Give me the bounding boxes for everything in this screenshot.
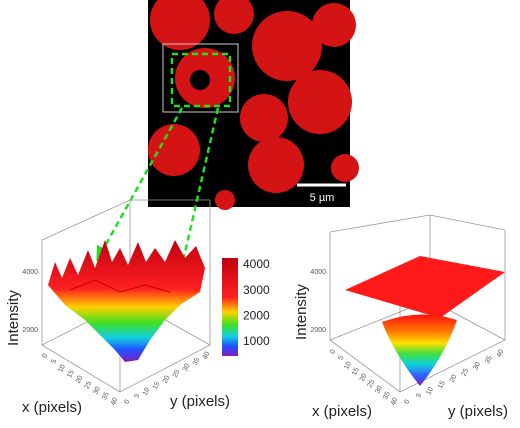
z-axis-label: Intensity bbox=[293, 284, 310, 340]
left-plot: Intensity x (pixels) y (pixels) bbox=[5, 199, 238, 416]
tick-label: 40 bbox=[110, 397, 120, 407]
tick-label: 20 bbox=[75, 375, 85, 385]
tick-label: 0 bbox=[41, 353, 49, 360]
tick-label: 20 bbox=[162, 375, 172, 385]
tick-label: 2000 bbox=[22, 327, 38, 334]
y-axis-label: y (pixels) bbox=[448, 403, 508, 420]
tick-label: 35 bbox=[192, 357, 202, 367]
tick-label: 5 bbox=[50, 358, 58, 365]
tick-label: 0 bbox=[329, 349, 337, 356]
tick-label: 10 bbox=[142, 387, 152, 397]
tick-label: 10 bbox=[57, 364, 67, 374]
tick-label: 40 bbox=[390, 397, 400, 407]
tick-label: 35 bbox=[382, 391, 392, 401]
x-axis-label: x (pixels) bbox=[22, 399, 82, 416]
tick-label: 35 bbox=[101, 391, 111, 401]
z-axis-label: Intensity bbox=[5, 290, 22, 346]
tick-label: 15 bbox=[152, 381, 162, 391]
tick-label: 2000 bbox=[243, 308, 270, 322]
tick-label: 20 bbox=[449, 374, 459, 384]
tick-label: 1000 bbox=[243, 334, 270, 348]
tick-label: 5 bbox=[415, 392, 423, 399]
tick-label: 25 bbox=[172, 369, 182, 379]
scale-bar-label: 5 µm bbox=[310, 192, 335, 204]
tick-label: 25 bbox=[84, 380, 94, 390]
tick-label: 2000 bbox=[310, 327, 326, 334]
tick-label: 25 bbox=[367, 379, 377, 389]
tick-label: 30 bbox=[374, 385, 384, 395]
tick-label: 40 bbox=[496, 349, 506, 359]
tick-label: 30 bbox=[182, 363, 192, 373]
tick-label: 30 bbox=[472, 361, 482, 371]
x-axis-label: x (pixels) bbox=[312, 403, 372, 420]
tick-label: 15 bbox=[351, 367, 361, 377]
tick-label: 35 bbox=[484, 355, 494, 365]
tick-label: 15 bbox=[66, 369, 76, 379]
tick-label: 15 bbox=[437, 380, 447, 390]
tick-label: 3000 bbox=[243, 283, 270, 297]
tick-label: 0 bbox=[403, 399, 411, 406]
right-plot: Intensity x (pixels) y (pixels) bbox=[293, 214, 508, 420]
tick-label: 40 bbox=[202, 351, 212, 361]
y-axis-label: y (pixels) bbox=[170, 393, 230, 410]
tick-label: 10 bbox=[425, 386, 435, 396]
tick-label: 25 bbox=[461, 367, 471, 377]
tick-label: 0 bbox=[123, 399, 131, 406]
tick-label: 10 bbox=[343, 361, 353, 371]
tick-label: 5 bbox=[337, 355, 345, 362]
tick-label: 4000 bbox=[243, 257, 270, 271]
tick-label: 5 bbox=[133, 393, 141, 400]
tick-label: 20 bbox=[359, 373, 369, 383]
micrograph: 5 µm bbox=[148, 0, 359, 210]
tick-label: 30 bbox=[92, 386, 102, 396]
tick-label: 4000 bbox=[310, 269, 326, 276]
tick-label: 4000 bbox=[22, 269, 38, 276]
